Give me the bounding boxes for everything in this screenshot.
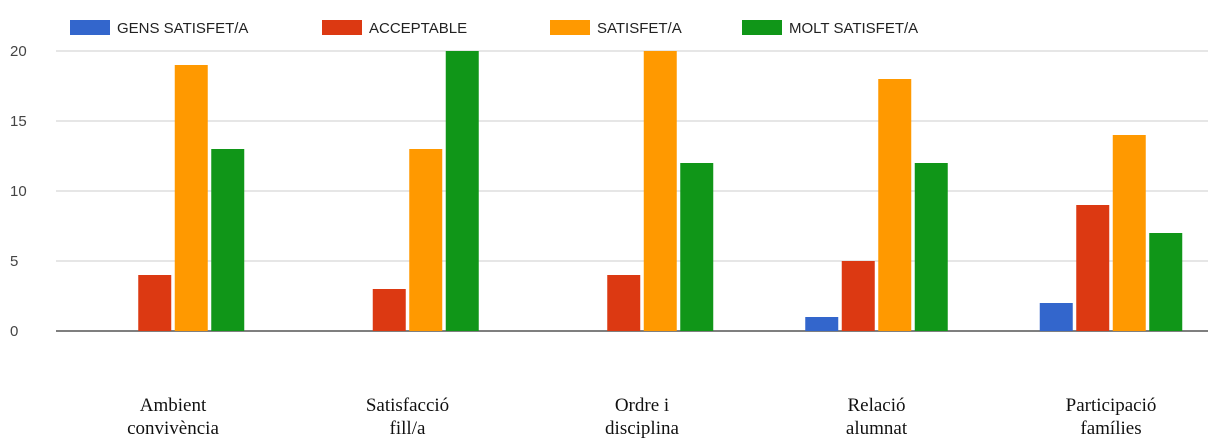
bar xyxy=(878,79,912,331)
bar xyxy=(445,51,479,331)
x-category-label: Participació famílies xyxy=(1066,395,1157,439)
bar xyxy=(372,289,406,331)
legend-swatch xyxy=(70,20,110,35)
bar xyxy=(680,163,714,331)
bar xyxy=(211,149,245,331)
y-tick-label: 20 xyxy=(10,43,27,60)
x-category-label-line: famílies xyxy=(1080,418,1141,439)
bar xyxy=(1039,303,1073,331)
x-category-label-line: Relació xyxy=(847,395,905,416)
legend-swatch xyxy=(322,20,362,35)
x-category-label: Satisfacció fill/a xyxy=(366,395,449,439)
legend-label: SATISFET/A xyxy=(597,20,682,37)
bar xyxy=(138,275,172,331)
x-category-label-line: Ordre i xyxy=(615,395,669,416)
bars xyxy=(138,51,1183,331)
bar xyxy=(805,317,839,331)
x-category-label: Ordre i disciplina xyxy=(605,395,679,439)
bar xyxy=(643,51,677,331)
bar xyxy=(841,261,875,331)
y-tick-label: 10 xyxy=(10,183,27,200)
bar xyxy=(914,163,948,331)
x-category-label: Ambient convivència xyxy=(127,395,219,439)
bar xyxy=(174,65,208,331)
legend-swatch xyxy=(550,20,590,35)
y-tick-label: 0 xyxy=(10,323,18,340)
y-tick-label: 5 xyxy=(10,253,18,270)
legend-label: GENS SATISFET/A xyxy=(117,20,248,37)
y-axis: 0 5 10 15 20 xyxy=(10,43,27,340)
x-category-label-line: alumnat xyxy=(846,418,908,439)
x-category-label-line: Ambient xyxy=(140,395,207,416)
x-category-label-line: convivència xyxy=(127,418,219,439)
bar xyxy=(1112,135,1146,331)
bar xyxy=(1076,205,1110,331)
x-category-label-line: fill/a xyxy=(390,418,426,439)
legend-label: ACCEPTABLE xyxy=(369,20,467,37)
bar xyxy=(607,275,641,331)
x-category-label-line: disciplina xyxy=(605,418,679,439)
y-tick-label: 15 xyxy=(10,113,27,130)
x-category-label-line: Participació xyxy=(1066,395,1157,416)
bar xyxy=(409,149,443,331)
legend-swatch xyxy=(742,20,782,35)
bar xyxy=(1149,233,1183,331)
x-category-label: Relació alumnat xyxy=(846,395,908,439)
legend-label: MOLT SATISFET/A xyxy=(789,20,918,37)
x-axis: Ambient convivència Satisfacció fill/a Ordre… xyxy=(127,395,1156,439)
x-category-label-line: Satisfacció xyxy=(366,395,449,416)
legend: GENS SATISFET/A ACCEPTABLE SATISFET/A MOLT … xyxy=(70,20,918,37)
